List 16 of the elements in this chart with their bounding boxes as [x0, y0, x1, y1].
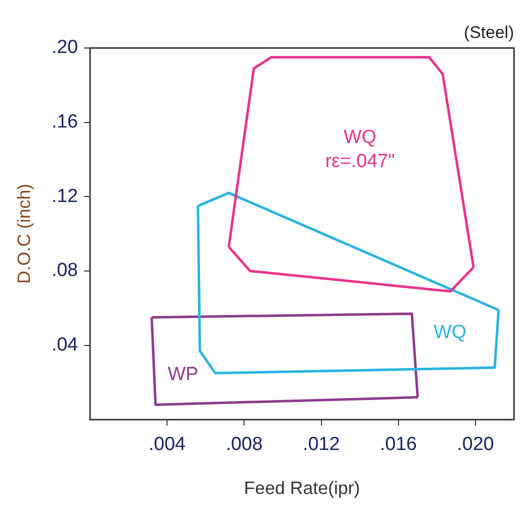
text: WQ rε=.047" — [325, 127, 395, 172]
y-tick-label: .12 — [52, 186, 78, 207]
y-tick-label: .20 — [52, 37, 78, 58]
x-axis-title: Feed Rate(ipr) — [244, 478, 360, 498]
x-tick-label: .020 — [456, 434, 494, 456]
y-tick-label: .08 — [52, 260, 78, 282]
x-tick-label: .016 — [380, 434, 417, 456]
y-tick-label: .04 — [52, 334, 78, 356]
series-label: WQ — [434, 322, 466, 344]
text: WP — [168, 364, 198, 386]
text: (Steel) — [464, 23, 514, 42]
y-tick-label: .16 — [52, 112, 78, 133]
y-axis-title: D.O.C (inch) — [14, 184, 34, 284]
x-tick-label: .004 — [148, 434, 186, 456]
x-tick-label: .008 — [226, 434, 263, 456]
x-tick-label: .012 — [302, 434, 340, 456]
